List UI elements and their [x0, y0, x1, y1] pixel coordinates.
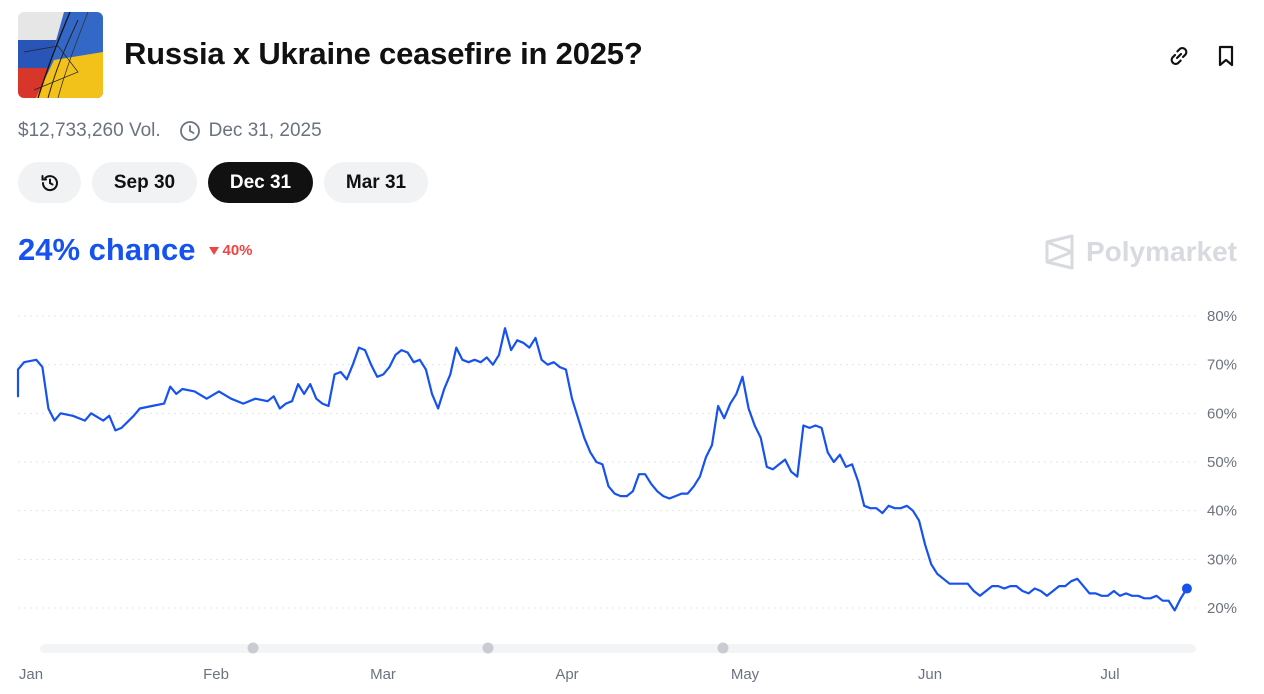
current-value-dot — [1181, 583, 1192, 594]
x-axis-labels: Jan Feb Mar Apr May Jun Jul — [19, 666, 1120, 683]
chance-text: 24% chance — [18, 232, 196, 267]
polymarket-icon — [1044, 234, 1076, 270]
tab-sep-30[interactable]: Sep 30 — [92, 162, 197, 203]
scrubber-track[interactable] — [40, 644, 1196, 653]
price-history-chart: 20% 30% 40% 50% 60% 70% 80% Jan Feb Mar Apr May Jun… — [16, 308, 1237, 683]
bookmark-icon[interactable] — [1212, 42, 1240, 70]
scrubber-handle[interactable] — [247, 642, 259, 654]
scrubber-handle[interactable] — [482, 642, 494, 654]
history-button[interactable] — [18, 162, 81, 203]
date-tabs: Sep 30 Dec 31 Mar 31 — [18, 162, 428, 203]
y-tick-label: 40% — [1207, 503, 1237, 520]
y-tick-label: 30% — [1207, 551, 1237, 568]
tab-mar-31[interactable]: Mar 31 — [324, 162, 428, 203]
x-tick-label: Jan — [19, 666, 43, 683]
odds-row: 24% chance 40% — [18, 232, 253, 268]
polymarket-wordmark: Polymarket — [1086, 236, 1237, 267]
volume-text: $12,733,260 Vol. — [18, 120, 161, 141]
market-meta: $12,733,260 Vol. Dec 31, 2025 — [18, 120, 322, 142]
scrubber-handle[interactable] — [717, 642, 729, 654]
y-axis-labels: 20% 30% 40% 50% 60% 70% 80% — [1207, 308, 1237, 617]
x-tick-label: Apr — [555, 666, 578, 683]
x-tick-label: Mar — [370, 666, 396, 683]
y-tick-label: 50% — [1207, 454, 1237, 471]
y-tick-label: 20% — [1207, 600, 1237, 617]
polymarket-logo: Polymarket — [1044, 234, 1237, 270]
y-tick-label: 60% — [1207, 405, 1237, 422]
market-title: Russia x Ukraine ceasefire in 2025? — [124, 36, 643, 71]
y-tick-label: 70% — [1207, 357, 1237, 374]
chart-grid — [18, 315, 1196, 609]
change-value: 40% — [222, 241, 253, 259]
market-flag-image — [18, 12, 103, 98]
change-badge: 40% — [208, 242, 253, 259]
clock-icon — [179, 120, 201, 142]
tab-dec-31[interactable]: Dec 31 — [208, 162, 313, 203]
history-icon — [39, 172, 61, 194]
x-tick-label: Jun — [918, 666, 942, 683]
chart-scrubber[interactable] — [40, 642, 1196, 654]
caret-down-icon — [208, 245, 220, 256]
end-date-text: Dec 31, 2025 — [208, 120, 322, 141]
y-tick-label: 80% — [1207, 308, 1237, 325]
link-icon[interactable] — [1165, 42, 1193, 70]
x-tick-label: May — [731, 666, 760, 683]
x-tick-label: Jul — [1100, 666, 1119, 683]
series-line — [16, 327, 1188, 612]
x-tick-label: Feb — [203, 666, 229, 683]
